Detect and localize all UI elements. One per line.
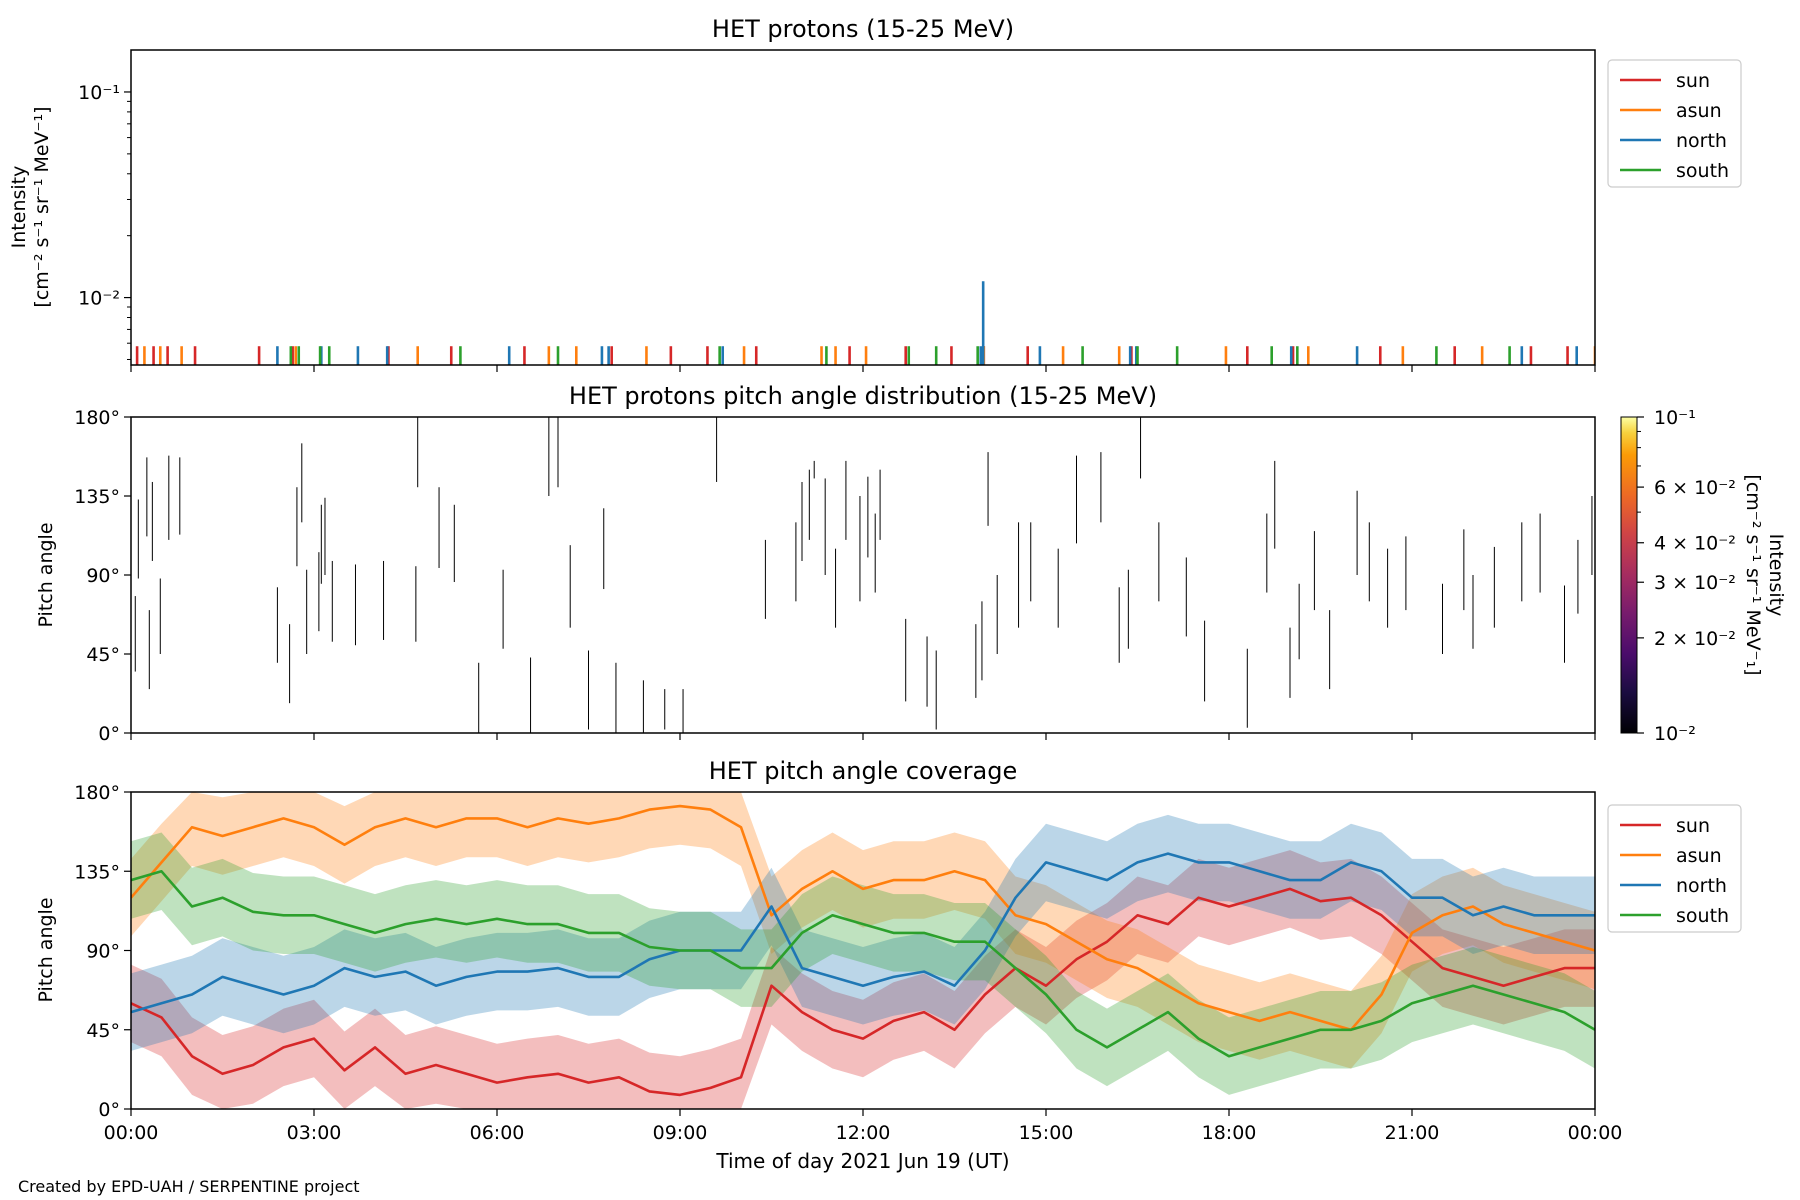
colorbar-tick-label: 3 × 10⁻² [1654,572,1736,594]
sun-line [131,887,1595,1097]
panel2-plot-area [134,417,1593,733]
panel1-x-ticks [130,365,1596,372]
legend-label-sun: sun [1676,815,1710,837]
panel2-x-ticks [130,733,1596,740]
x-axis-label: Time of day 2021 Jun 19 (UT) [715,1149,1009,1173]
y-tick-label: 180° [74,782,120,804]
panel3-title: HET pitch angle coverage [709,757,1017,785]
colorbar-label: Intensity [cm⁻² s⁻¹ sr⁻¹ MeV⁻₁] [1742,474,1787,675]
legend-box [1607,59,1742,188]
legend-label-north: north [1676,875,1727,897]
panel2-ylabel: Pitch angle [35,522,57,627]
y-tick-label: 45° [86,1020,120,1042]
x-tick-label: 03:00 [287,1122,342,1144]
y-tick-label: 45° [86,644,120,666]
x-tick-label: 12:00 [836,1122,891,1144]
colorbar-tick-label: 4 × 10⁻² [1654,533,1736,555]
panel1-legend: sun asun north south [1607,59,1742,188]
panel1-ylabel-line1: Intensity [8,166,30,249]
x-tick-label: 09:00 [653,1122,708,1144]
y-tick-label: 90° [86,941,120,963]
y-tick-label: 135° [74,861,120,883]
colorbar-ticks: 10⁻² 2 × 10⁻² 3 × 10⁻² 4 × 10⁻² 6 × 10⁻² 10⁻¹ [1637,407,1736,745]
x-tick-label: 21:00 [1385,1122,1440,1144]
colorbar-label-line1: Intensity [1765,534,1787,617]
north-band [131,814,1595,1051]
y-tick-label: 0° [98,723,120,745]
sun-band [131,850,1595,1109]
panel3-legend: sun asun north south [1607,804,1742,933]
x-tick-label: 00:00 [1568,1122,1623,1144]
x-tick-label: 06:00 [470,1122,525,1144]
colorbar [1620,416,1638,734]
legend-label-north: north [1676,130,1727,152]
panel3-x-ticks: 00:00 03:00 06:00 09:00 12:00 15:00 18:00 21:00… [104,1109,1623,1144]
legend-label-asun: asun [1676,100,1722,122]
colorbar-label-line2: [cm⁻² s⁻¹ sr⁻¹ MeV⁻₁] [1742,474,1764,675]
panel1-ylabel-line2: [cm⁻² s⁻¹ sr⁻¹ MeV⁻¹] [31,106,53,307]
panel2-title: HET protons pitch angle distribution (15… [569,382,1157,410]
x-tick-label: 18:00 [1202,1122,1257,1144]
colorbar-tick-label: 2 × 10⁻² [1654,628,1736,650]
panel1-y-axis: 10⁻² 10⁻¹ [78,82,131,360]
asun-band [131,792,1595,1069]
panel1-plot-area [135,281,1595,365]
panel3-ylabel: Pitch angle [35,897,57,1002]
colorbar-tick-label: 6 × 10⁻² [1654,477,1736,499]
legend-label-south: south [1676,160,1729,182]
legend-label-sun: sun [1676,70,1710,92]
colorbar-tick-label: 10⁻² [1654,723,1696,745]
panel3-y-axis: 0° 45° 90° 135° 180° [74,782,131,1121]
y-tick-label: 90° [86,565,120,587]
legend-label-south: south [1676,905,1729,927]
north-line [131,852,1595,1014]
y-tick-label: 0° [98,1099,120,1121]
y-tick-label: 135° [74,486,120,508]
panel2-y-axis: 0° 45° 90° 135° 180° [74,407,131,745]
panel3-plot-area [131,792,1595,1109]
y-tick-label: 10⁻¹ [78,82,120,104]
panel1-frame [130,49,1596,366]
legend-label-asun: asun [1676,845,1722,867]
panel1-ylabel: Intensity [cm⁻² s⁻¹ sr⁻¹ MeV⁻¹] [8,106,53,307]
credit-note: Created by EPD-UAH / SERPENTINE project [18,1177,360,1196]
legend-box [1607,804,1742,933]
y-tick-label: 10⁻² [78,288,120,310]
x-tick-label: 00:00 [104,1122,159,1144]
south-line [131,869,1595,1058]
colorbar-tick-label: 10⁻¹ [1654,407,1696,429]
y-tick-label: 180° [74,407,120,429]
x-tick-label: 15:00 [1019,1122,1074,1144]
panel1-title: HET protons (15-25 MeV) [712,15,1014,43]
south-band [131,832,1595,1095]
panel2-frame [130,416,1596,734]
